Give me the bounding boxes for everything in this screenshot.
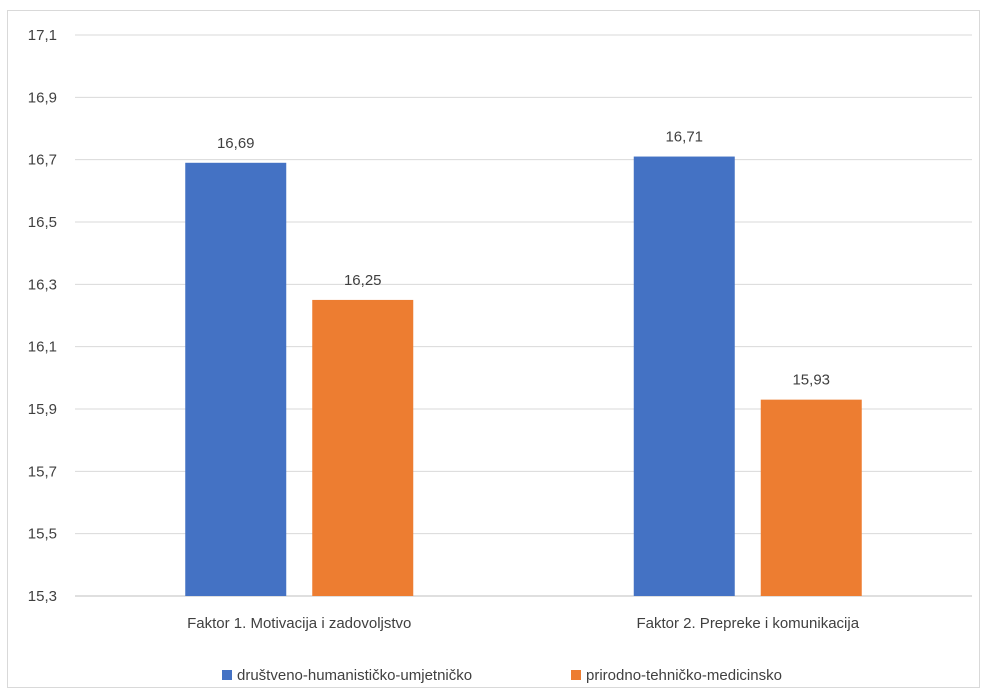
y-tick-label: 17,1: [28, 27, 57, 44]
legend: društveno-humanističko-umjetničko prirodn…: [222, 667, 782, 684]
bar: [633, 156, 735, 597]
y-tick-label: 15,3: [28, 588, 57, 605]
legend-swatch: [571, 670, 581, 680]
x-tick-label: Faktor 2. Prepreke i komunikacija: [636, 615, 859, 632]
bar: [312, 299, 414, 596]
y-tick-label: 16,7: [28, 152, 57, 169]
y-tick-label: 15,5: [28, 526, 57, 543]
data-label: 16,69: [217, 135, 255, 152]
x-axis: Faktor 1. Motivacija i zadovoljstvo Fakto…: [187, 615, 860, 632]
bar: [760, 399, 862, 596]
legend-swatch: [222, 670, 232, 680]
y-tick-label: 16,1: [28, 339, 57, 356]
x-tick-label: Faktor 1. Motivacija i zadovoljstvo: [187, 615, 411, 632]
y-tick-label: 15,9: [28, 401, 57, 418]
y-axis: 15,3 15,5 15,7 15,9 16,1 16,3 16,5 16,7 16,9 17,1: [28, 27, 57, 605]
data-label: 16,71: [665, 129, 703, 146]
y-tick-label: 15,7: [28, 463, 57, 480]
bars: [185, 156, 862, 597]
bar: [185, 162, 287, 597]
y-tick-label: 16,9: [28, 89, 57, 106]
data-labels: 16,69 16,25 16,71 15,93: [217, 129, 830, 389]
data-label: 15,93: [792, 372, 830, 389]
y-tick-label: 16,3: [28, 276, 57, 293]
y-tick-label: 16,5: [28, 214, 57, 231]
legend-label: prirodno-tehničko-medicinsko: [586, 667, 782, 684]
data-label: 16,25: [344, 272, 382, 289]
legend-label: društveno-humanističko-umjetničko: [237, 667, 472, 684]
